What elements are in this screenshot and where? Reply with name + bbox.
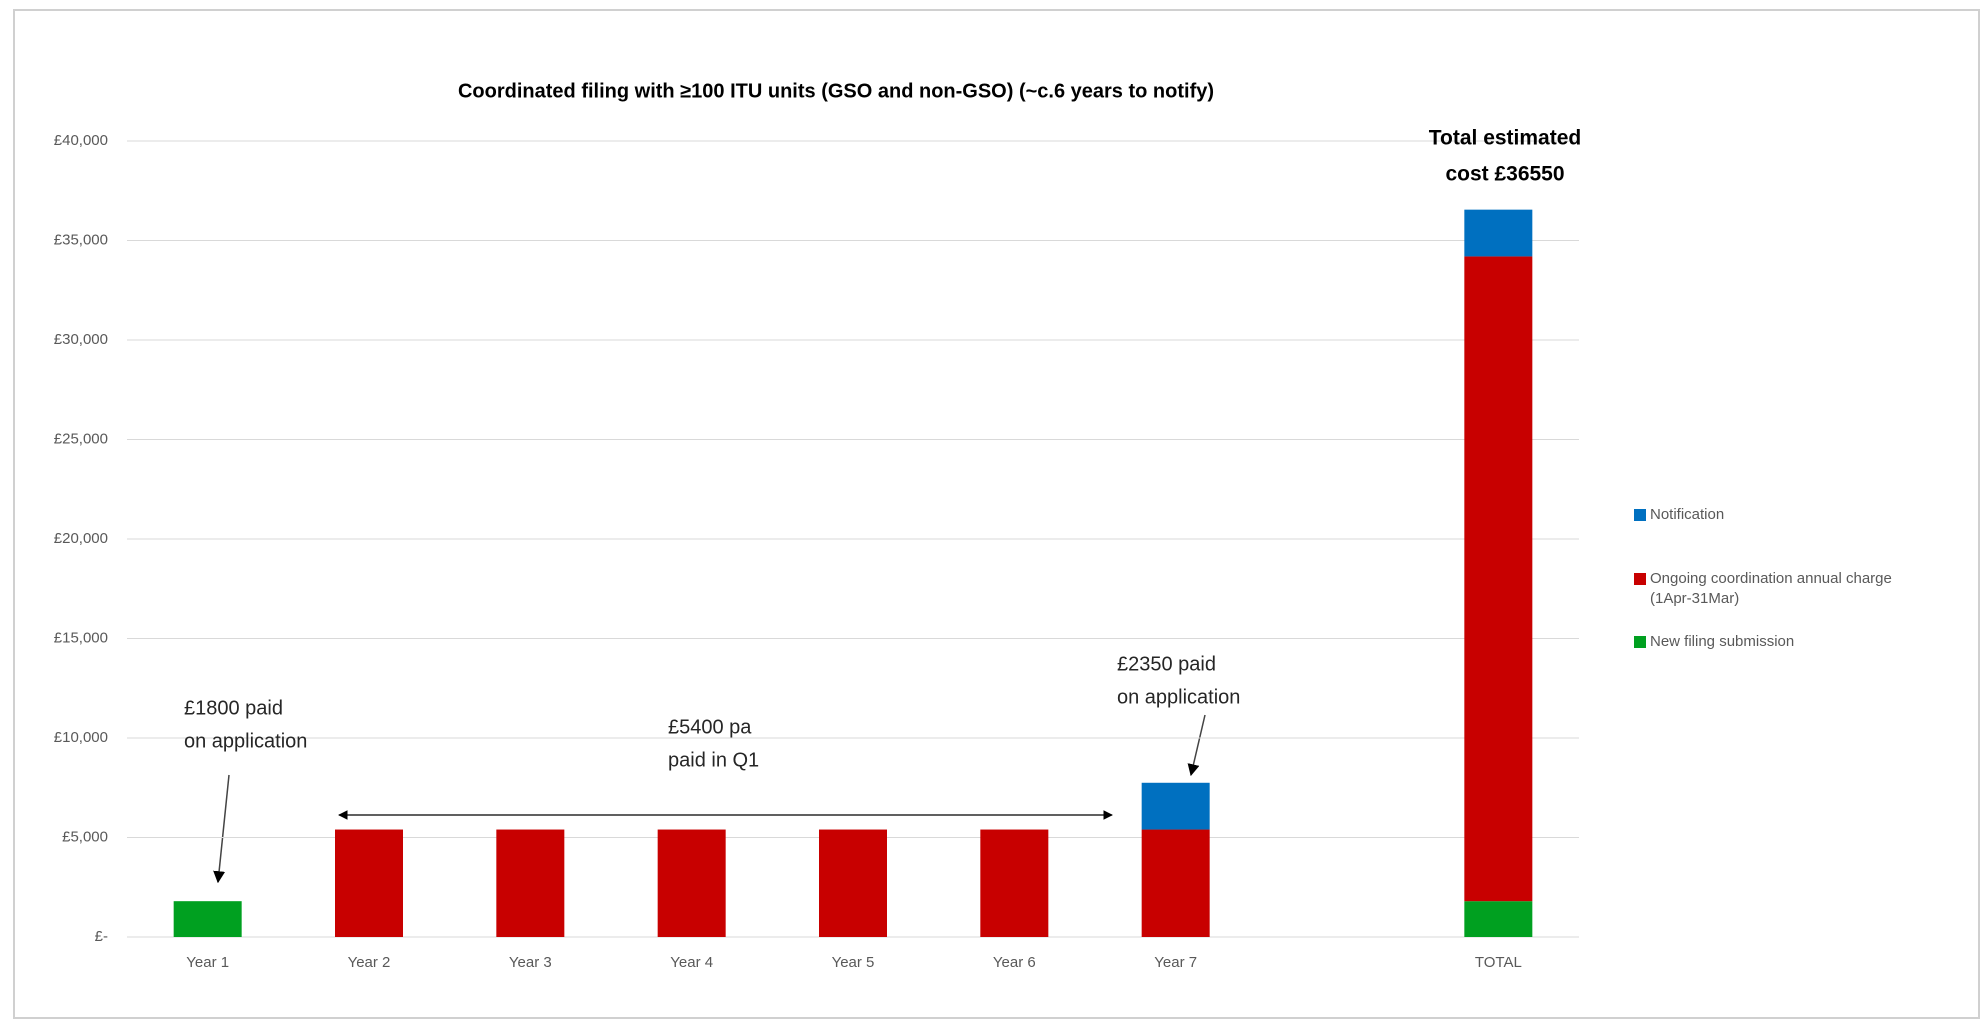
bar-segment [496,829,565,937]
legend-label: Ongoing coordination annual charge (1Apr… [1650,570,1892,607]
annotation: on application [1117,686,1240,708]
annotation: on application [184,730,307,752]
bar-segment [173,901,242,937]
x-tick-label: Year 7 [1154,954,1197,971]
bar-segment [1141,782,1210,830]
bar-segment [657,829,726,937]
legend-item: Notification [1634,505,1930,525]
legend-label: New filing submission [1650,633,1795,650]
y-tick-label: £35,000 [54,231,108,248]
legend-swatch [1634,636,1646,648]
legend-label: Notification [1650,506,1725,523]
bar-segment [1464,901,1533,937]
y-tick-label: £10,000 [54,729,108,746]
annotation: £2350 paid [1117,653,1216,675]
x-tick-label: Year 1 [186,954,229,971]
arrow [1187,714,1206,777]
y-tick-label: £25,000 [54,430,108,447]
bar-segment [819,829,887,937]
y-tick-label: £15,000 [54,629,108,646]
legend-swatch [1634,573,1646,585]
y-tick-label: £40,000 [54,132,108,149]
legend-item: New filing submission [1634,632,1930,652]
x-tick-label: Year 2 [348,954,391,971]
bar-segment [1141,829,1210,937]
y-tick-label: £5,000 [62,828,108,845]
bar-segment [335,829,403,937]
x-tick-label: Year 5 [832,954,875,971]
x-tick-label: Year 4 [670,954,713,971]
y-tick-label: £30,000 [54,331,108,348]
y-tick-label: £20,000 [54,530,108,547]
annotation: Total estimated [1429,127,1581,150]
annotation: £1800 paid [184,697,283,719]
x-tick-label: TOTAL [1475,954,1522,971]
legend-item: Ongoing coordination annual charge (1Apr… [1634,569,1930,609]
annotation: £5400 pa [668,716,752,738]
x-tick-label: Year 6 [993,954,1036,971]
y-tick-label: £- [95,928,108,945]
annotation: paid in Q1 [668,749,759,771]
bar-segment [980,829,1049,937]
bar-segment [1464,209,1533,257]
chart-title: Coordinated filing with ≥100 ITU units (… [458,80,1214,102]
arrow [213,774,230,884]
bar-segment [1464,256,1533,902]
legend-swatch [1634,509,1646,521]
x-tick-label: Year 3 [509,954,552,971]
annotation: cost £36550 [1445,163,1564,186]
